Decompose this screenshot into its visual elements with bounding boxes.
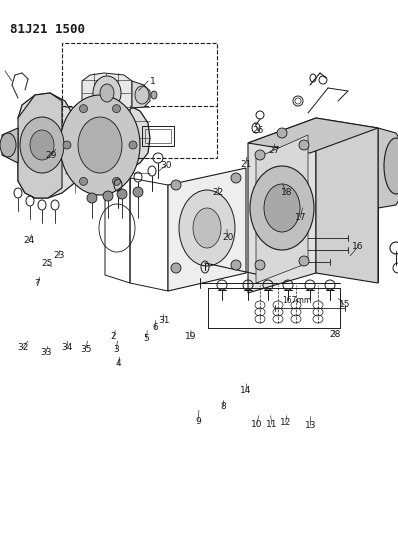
Text: 30: 30: [161, 161, 172, 169]
Text: 26: 26: [252, 126, 263, 135]
Text: 8: 8: [220, 402, 226, 410]
Text: 35: 35: [80, 345, 91, 353]
Ellipse shape: [250, 166, 314, 250]
Polygon shape: [2, 128, 18, 163]
Polygon shape: [378, 128, 398, 283]
Text: 12: 12: [280, 418, 291, 426]
Text: 24: 24: [23, 237, 34, 245]
Text: 9: 9: [195, 417, 201, 425]
Text: 2: 2: [111, 333, 116, 341]
Ellipse shape: [87, 193, 97, 203]
Text: 14: 14: [240, 386, 252, 394]
Text: 4: 4: [116, 359, 121, 368]
Ellipse shape: [117, 189, 127, 199]
Ellipse shape: [255, 260, 265, 270]
Text: 33: 33: [40, 349, 51, 357]
Ellipse shape: [80, 104, 88, 112]
Ellipse shape: [60, 95, 140, 195]
Text: 10: 10: [251, 420, 262, 429]
Text: 1: 1: [150, 77, 156, 85]
Ellipse shape: [129, 141, 137, 149]
Ellipse shape: [171, 180, 181, 190]
Ellipse shape: [93, 76, 121, 110]
Ellipse shape: [30, 130, 54, 160]
Ellipse shape: [100, 84, 114, 102]
Ellipse shape: [80, 177, 88, 185]
Text: 86mm: 86mm: [278, 250, 302, 259]
Ellipse shape: [63, 141, 71, 149]
Text: 25: 25: [41, 260, 53, 268]
Ellipse shape: [264, 184, 300, 232]
Text: 17: 17: [295, 213, 306, 222]
Polygon shape: [316, 118, 378, 283]
Ellipse shape: [133, 187, 143, 197]
Text: 6: 6: [152, 324, 158, 332]
Ellipse shape: [151, 91, 157, 99]
Ellipse shape: [113, 177, 121, 185]
Text: 21: 21: [240, 160, 252, 168]
Text: 81J21 1500: 81J21 1500: [10, 23, 85, 36]
Text: 106mm: 106mm: [300, 226, 329, 235]
Ellipse shape: [299, 256, 309, 266]
Polygon shape: [132, 81, 150, 108]
Bar: [142, 126, 174, 146]
Ellipse shape: [0, 133, 16, 157]
Ellipse shape: [78, 117, 122, 173]
Bar: [145, 129, 171, 143]
Ellipse shape: [103, 191, 113, 201]
Ellipse shape: [20, 117, 64, 173]
Ellipse shape: [193, 208, 221, 248]
Text: 32: 32: [18, 343, 29, 352]
Text: 5: 5: [144, 334, 149, 343]
Polygon shape: [18, 93, 150, 198]
Polygon shape: [256, 135, 308, 283]
Ellipse shape: [277, 128, 287, 138]
Text: 28: 28: [330, 330, 341, 339]
Text: 167mm: 167mm: [282, 296, 311, 305]
Text: 11: 11: [266, 420, 277, 429]
Ellipse shape: [135, 86, 149, 104]
Ellipse shape: [171, 263, 181, 273]
Ellipse shape: [113, 104, 121, 112]
Polygon shape: [82, 73, 132, 113]
Ellipse shape: [299, 140, 309, 150]
Ellipse shape: [255, 150, 265, 160]
Ellipse shape: [231, 173, 241, 183]
Ellipse shape: [179, 190, 235, 266]
Text: 19: 19: [185, 333, 196, 341]
Polygon shape: [18, 93, 62, 198]
Ellipse shape: [384, 138, 398, 194]
Text: 16: 16: [353, 242, 364, 251]
Text: 34: 34: [61, 343, 72, 352]
Polygon shape: [248, 118, 316, 293]
Text: 22: 22: [213, 189, 224, 197]
Ellipse shape: [231, 260, 241, 270]
Polygon shape: [168, 168, 246, 291]
Text: 3: 3: [113, 345, 119, 353]
Bar: [62, 43, 217, 158]
Text: 31: 31: [158, 317, 170, 325]
Text: 23: 23: [53, 252, 64, 260]
Text: 18: 18: [281, 189, 292, 197]
Text: 7: 7: [34, 279, 39, 288]
Text: 27: 27: [268, 146, 279, 155]
Text: 29: 29: [45, 151, 57, 160]
Text: 20: 20: [222, 233, 233, 241]
Text: 13: 13: [305, 421, 316, 430]
Text: 15: 15: [339, 301, 350, 309]
Polygon shape: [248, 118, 378, 153]
Text: 136mm: 136mm: [265, 238, 294, 247]
